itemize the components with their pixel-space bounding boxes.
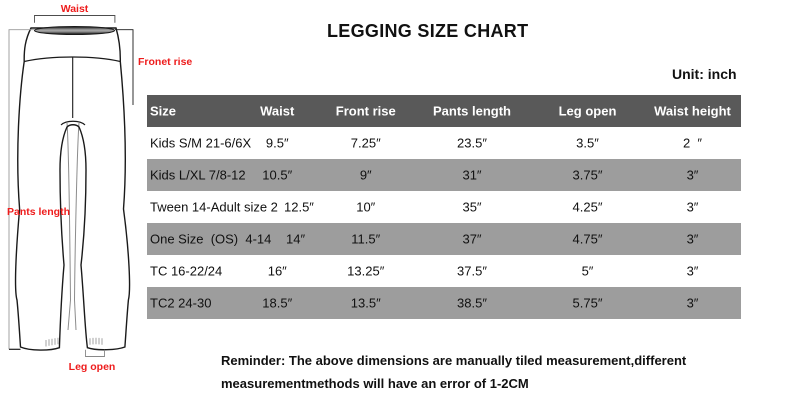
svg-text:Waist: Waist	[61, 3, 89, 15]
svg-text:Leg open: Leg open	[69, 361, 116, 373]
